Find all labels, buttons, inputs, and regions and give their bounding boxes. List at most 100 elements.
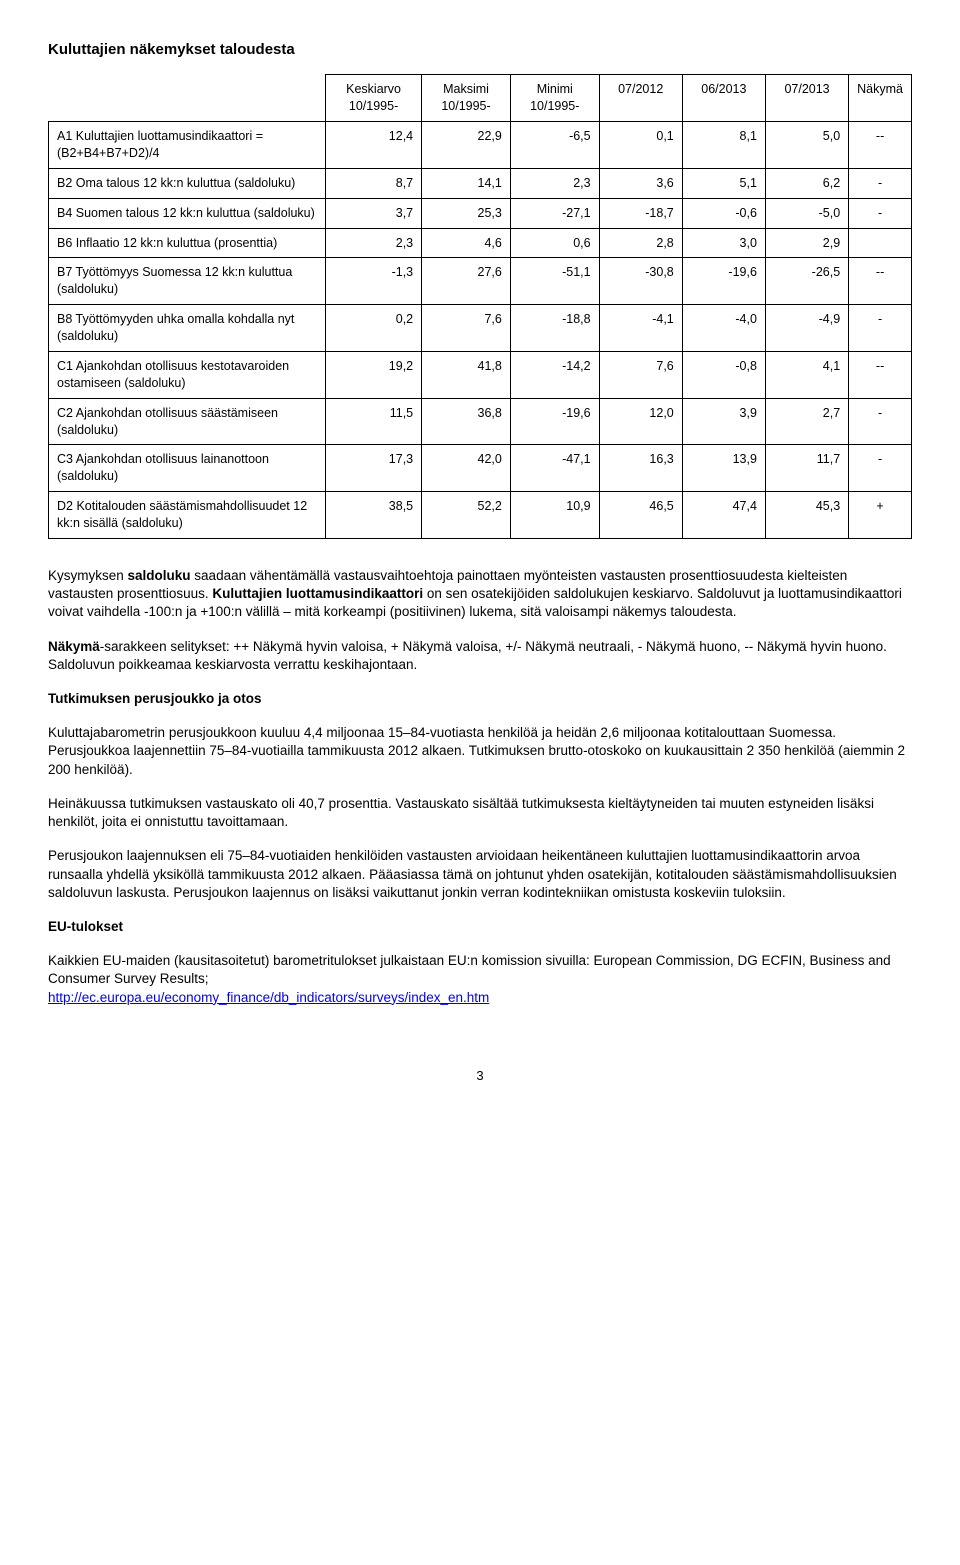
table-row: C1 Ajankohdan otollisuus kestotavaroiden… xyxy=(49,351,912,398)
row-value: 25,3 xyxy=(422,198,511,228)
row-value: 3,7 xyxy=(326,198,422,228)
row-value: 8,7 xyxy=(326,168,422,198)
para-perusjoukko: Kuluttajabarometrin perusjoukkoon kuuluu… xyxy=(48,724,912,779)
row-value: -4,1 xyxy=(599,305,682,352)
economy-table: Keskiarvo10/1995- Maksimi10/1995- Minimi… xyxy=(48,74,912,539)
row-symbol: - xyxy=(849,398,912,445)
col-072013: 07/2013 xyxy=(765,75,848,122)
row-value: 36,8 xyxy=(422,398,511,445)
row-symbol: - xyxy=(849,168,912,198)
row-value: -1,3 xyxy=(326,258,422,305)
para-eu: Kaikkien EU-maiden (kausitasoitetut) bar… xyxy=(48,952,912,1007)
row-value: 27,6 xyxy=(422,258,511,305)
row-symbol xyxy=(849,228,912,258)
row-value: -47,1 xyxy=(510,445,599,492)
row-label: C1 Ajankohdan otollisuus kestotavaroiden… xyxy=(49,351,326,398)
row-value: 3,6 xyxy=(599,168,682,198)
row-value: 17,3 xyxy=(326,445,422,492)
table-row: A1 Kuluttajien luottamusindikaattori = (… xyxy=(49,122,912,169)
row-label: B7 Työttömyys Suomessa 12 kk:n kuluttua … xyxy=(49,258,326,305)
row-value: -19,6 xyxy=(682,258,765,305)
link-ec[interactable]: http://ec.europa.eu/economy_finance/db_i… xyxy=(48,990,489,1005)
para-saldoluku: Kysymyksen saldoluku saadaan vähentämäll… xyxy=(48,567,912,622)
row-value: 2,3 xyxy=(510,168,599,198)
row-value: -19,6 xyxy=(510,398,599,445)
row-label: D2 Kotitalouden säästämismahdollisuudet … xyxy=(49,492,326,539)
page-number: 3 xyxy=(48,1067,912,1085)
col-nakyma: Näkymä xyxy=(849,75,912,122)
bold-nakyma: Näkymä xyxy=(48,639,100,654)
row-value: 47,4 xyxy=(682,492,765,539)
row-symbol: -- xyxy=(849,258,912,305)
row-value: -0,6 xyxy=(682,198,765,228)
table-row: D2 Kotitalouden säästämismahdollisuudet … xyxy=(49,492,912,539)
col-062013: 06/2013 xyxy=(682,75,765,122)
row-label: C2 Ajankohdan otollisuus säästämiseen (s… xyxy=(49,398,326,445)
row-label: B4 Suomen talous 12 kk:n kuluttua (saldo… xyxy=(49,198,326,228)
row-value: -5,0 xyxy=(765,198,848,228)
col-maksimi: Maksimi10/1995- xyxy=(422,75,511,122)
row-value: 5,1 xyxy=(682,168,765,198)
row-value: 7,6 xyxy=(599,351,682,398)
text: Kaikkien EU-maiden (kausitasoitetut) bar… xyxy=(48,953,891,986)
row-value: 3,0 xyxy=(682,228,765,258)
row-value: -18,7 xyxy=(599,198,682,228)
row-symbol: - xyxy=(849,198,912,228)
row-value: -0,8 xyxy=(682,351,765,398)
row-value: 4,6 xyxy=(422,228,511,258)
col-072012: 07/2012 xyxy=(599,75,682,122)
row-value: -4,9 xyxy=(765,305,848,352)
table-row: B6 Inflaatio 12 kk:n kuluttua (prosentti… xyxy=(49,228,912,258)
row-value: -26,5 xyxy=(765,258,848,305)
row-value: 10,9 xyxy=(510,492,599,539)
row-value: 38,5 xyxy=(326,492,422,539)
row-value: 22,9 xyxy=(422,122,511,169)
para-nakyma: Näkymä-sarakkeen selitykset: ++ Näkymä h… xyxy=(48,638,912,674)
table-row: B8 Työttömyyden uhka omalla kohdalla nyt… xyxy=(49,305,912,352)
table-row: B4 Suomen talous 12 kk:n kuluttua (saldo… xyxy=(49,198,912,228)
row-value: -27,1 xyxy=(510,198,599,228)
col-minimi: Minimi10/1995- xyxy=(510,75,599,122)
row-value: 46,5 xyxy=(599,492,682,539)
bold-indikaattori: Kuluttajien luottamusindikaattori xyxy=(212,586,423,601)
row-label: A1 Kuluttajien luottamusindikaattori = (… xyxy=(49,122,326,169)
bold-saldoluku: saldoluku xyxy=(128,568,191,583)
row-symbol: - xyxy=(849,445,912,492)
row-value: -6,5 xyxy=(510,122,599,169)
row-value: 13,9 xyxy=(682,445,765,492)
row-value: -4,0 xyxy=(682,305,765,352)
row-value: 52,2 xyxy=(422,492,511,539)
col-blank xyxy=(49,75,326,122)
row-value: 3,9 xyxy=(682,398,765,445)
row-value: 11,5 xyxy=(326,398,422,445)
row-label: B6 Inflaatio 12 kk:n kuluttua (prosentti… xyxy=(49,228,326,258)
row-value: 5,0 xyxy=(765,122,848,169)
row-value: 12,4 xyxy=(326,122,422,169)
table-row: B7 Työttömyys Suomessa 12 kk:n kuluttua … xyxy=(49,258,912,305)
row-symbol: + xyxy=(849,492,912,539)
table-header-row: Keskiarvo10/1995- Maksimi10/1995- Minimi… xyxy=(49,75,912,122)
row-value: 4,1 xyxy=(765,351,848,398)
row-value: -30,8 xyxy=(599,258,682,305)
row-symbol: - xyxy=(849,305,912,352)
table-row: C3 Ajankohdan otollisuus lainanottoon (s… xyxy=(49,445,912,492)
row-value: 7,6 xyxy=(422,305,511,352)
row-symbol: -- xyxy=(849,351,912,398)
row-value: 0,2 xyxy=(326,305,422,352)
row-value: 2,3 xyxy=(326,228,422,258)
row-value: -14,2 xyxy=(510,351,599,398)
para-laajennus: Perusjoukon laajennuksen eli 75–84-vuoti… xyxy=(48,847,912,902)
row-value: 2,8 xyxy=(599,228,682,258)
table-row: C2 Ajankohdan otollisuus säästämiseen (s… xyxy=(49,398,912,445)
row-value: 2,9 xyxy=(765,228,848,258)
row-value: 6,2 xyxy=(765,168,848,198)
heading-perusjoukko: Tutkimuksen perusjoukko ja otos xyxy=(48,690,912,708)
col-keskiarvo: Keskiarvo10/1995- xyxy=(326,75,422,122)
page-title: Kuluttajien näkemykset taloudesta xyxy=(48,40,912,60)
para-vastauskato: Heinäkuussa tutkimuksen vastauskato oli … xyxy=(48,795,912,831)
row-value: 0,6 xyxy=(510,228,599,258)
row-value: -18,8 xyxy=(510,305,599,352)
row-value: 0,1 xyxy=(599,122,682,169)
row-value: 14,1 xyxy=(422,168,511,198)
row-value: 41,8 xyxy=(422,351,511,398)
